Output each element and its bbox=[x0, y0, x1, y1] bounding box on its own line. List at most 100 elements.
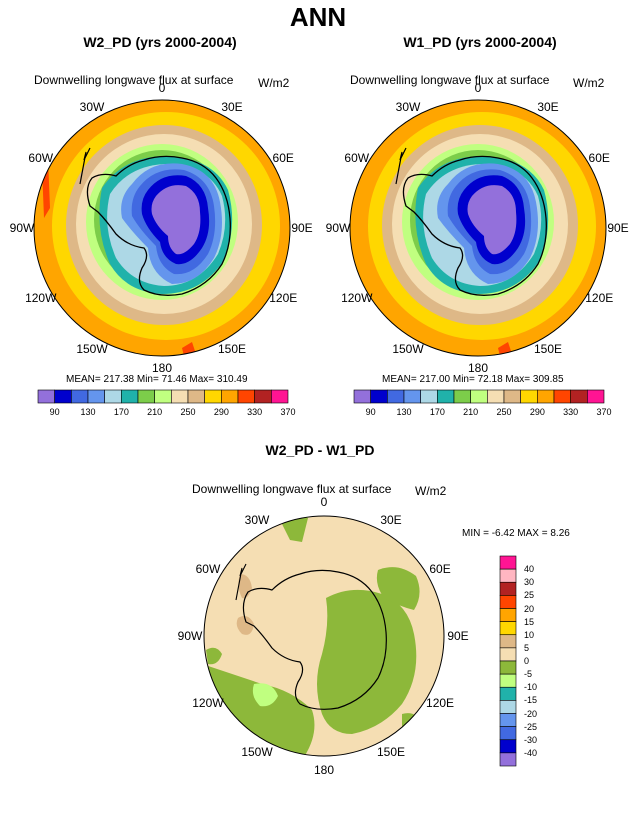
diff-colorbar-box bbox=[499, 700, 517, 714]
left-colorbar-box bbox=[271, 389, 289, 404]
right-colorbar-box bbox=[553, 389, 571, 404]
left-lon-label: 60W bbox=[28, 151, 54, 165]
right-colorbar-label: 250 bbox=[496, 407, 512, 417]
diff-colorbar-label: 10 bbox=[524, 629, 535, 640]
left-lon-label: 90E bbox=[291, 221, 313, 235]
diff-colorbar-label: -20 bbox=[524, 708, 538, 719]
left-colorbar-box bbox=[204, 389, 222, 404]
diff-colorbar bbox=[499, 555, 517, 767]
diff-colorbar-box bbox=[499, 673, 517, 688]
right-colorbar-box bbox=[387, 389, 405, 404]
diff-colorbar-label: 25 bbox=[524, 590, 535, 601]
left-lon-label: 30W bbox=[79, 99, 105, 114]
right-colorbar-box bbox=[353, 389, 371, 404]
left-lon-label: 150E bbox=[217, 342, 247, 357]
right-colorbar-box bbox=[470, 389, 488, 404]
diff-colorbar-box bbox=[499, 752, 517, 767]
right-colorbar-box bbox=[487, 389, 505, 404]
right-lon-label: 180 bbox=[467, 361, 489, 375]
left-lon-label: 0 bbox=[158, 81, 166, 95]
left-units-label: W/m2 bbox=[258, 76, 290, 90]
diff-lon-label: 120E bbox=[426, 696, 455, 710]
right-lon-label: 90E bbox=[607, 221, 629, 235]
left-colorbar bbox=[37, 389, 289, 404]
left-polar-map bbox=[33, 99, 291, 357]
left-colorbar-box bbox=[254, 389, 272, 404]
right-panel-title: W1_PD (yrs 2000-2004) bbox=[403, 34, 557, 50]
right-lon-label: 120E bbox=[585, 291, 614, 305]
left-colorbar-box bbox=[221, 389, 239, 404]
diff-colorbar-box bbox=[499, 608, 517, 622]
right-colorbar-label: 210 bbox=[463, 407, 479, 417]
left-lon-label: 90W bbox=[9, 221, 35, 235]
diff-colorbar-label: 40 bbox=[524, 564, 535, 575]
right-units-label: W/m2 bbox=[573, 76, 605, 90]
left-colorbar-label: 170 bbox=[113, 407, 129, 417]
diff-colorbar-label: -30 bbox=[524, 734, 538, 745]
right-lon-label: 60W bbox=[344, 151, 370, 165]
left-colorbar-box bbox=[104, 389, 122, 404]
left-lon-label: 180 bbox=[151, 361, 173, 375]
diff-colorbar-box bbox=[499, 568, 517, 583]
diff-colorbar-label: 20 bbox=[524, 603, 535, 614]
diff-polar-map bbox=[203, 515, 445, 757]
right-colorbar-box bbox=[503, 389, 521, 404]
right-lon-label: 30E bbox=[537, 99, 559, 114]
diff-colorbar-label: 30 bbox=[524, 577, 535, 588]
left-colorbar-box bbox=[121, 389, 139, 404]
left-colorbar-label: 370 bbox=[280, 407, 296, 417]
diff-colorbar-box bbox=[499, 713, 517, 727]
left-colorbar-label: 130 bbox=[80, 407, 96, 417]
diff-colorbar-label: -10 bbox=[524, 682, 538, 693]
right-colorbar-label: 290 bbox=[529, 407, 545, 417]
diff-lon-label: 90W bbox=[177, 629, 203, 643]
right-colorbar-box bbox=[570, 389, 588, 404]
diff-lon-label: 30W bbox=[244, 512, 270, 527]
diff-colorbar-label: -40 bbox=[524, 747, 538, 758]
right-colorbar-label: 90 bbox=[365, 407, 376, 417]
left-colorbar-box bbox=[137, 389, 155, 404]
diff-colorbar-box bbox=[499, 726, 517, 741]
right-lon-label: 30W bbox=[395, 99, 421, 114]
diff-units-label: W/m2 bbox=[415, 484, 447, 498]
diff-minmax: MIN = -6.42 MAX = 8.26 bbox=[462, 528, 570, 539]
diff-colorbar-box bbox=[499, 686, 517, 701]
right-colorbar bbox=[353, 389, 605, 404]
right-colorbar-box bbox=[587, 389, 605, 404]
right-lon-label: 120W bbox=[341, 291, 373, 305]
diff-variable-label: Downwelling longwave flux at surface bbox=[192, 482, 392, 496]
left-colorbar-label: 210 bbox=[147, 407, 163, 417]
left-variable-label: Downwelling longwave flux at surface bbox=[34, 73, 234, 87]
right-stats: MEAN= 217.00 Min= 72.18 Max= 309.85 bbox=[382, 374, 564, 385]
right-colorbar-box bbox=[520, 389, 538, 404]
diff-lon-label: 0 bbox=[320, 495, 328, 509]
right-colorbar-box bbox=[370, 389, 388, 404]
figure-title: ANN bbox=[289, 2, 347, 32]
diff-lon-label: 180 bbox=[313, 763, 335, 777]
diff-lon-label: 150E bbox=[376, 745, 406, 760]
right-colorbar-box bbox=[453, 389, 471, 404]
left-lon-label: 60E bbox=[272, 151, 294, 165]
right-colorbar-box bbox=[537, 389, 555, 404]
right-colorbar-box bbox=[403, 389, 421, 404]
left-lon-label: 30E bbox=[221, 99, 243, 114]
diff-lon-label: 60E bbox=[429, 562, 451, 576]
diff-colorbar-box bbox=[499, 647, 517, 662]
diff-colorbar-label: 0 bbox=[524, 656, 530, 666]
diff-colorbar-box bbox=[499, 660, 517, 675]
diff-lon-label: 120W bbox=[192, 696, 224, 710]
right-colorbar-label: 170 bbox=[429, 407, 445, 417]
diff-panel-title: W2_PD - W1_PD bbox=[265, 442, 375, 458]
right-colorbar-box bbox=[437, 389, 455, 404]
diff-colorbar-label: 5 bbox=[524, 642, 530, 653]
diff-colorbar-box bbox=[499, 595, 517, 609]
right-lon-label: 90W bbox=[325, 221, 351, 235]
left-colorbar-label: 290 bbox=[213, 407, 229, 417]
diff-lon-label: 90E bbox=[447, 629, 469, 643]
right-polar-map bbox=[349, 99, 607, 357]
diff-colorbar-box bbox=[499, 581, 517, 596]
diff-colorbar-labels: 40 30 25 20 15 10 5 0 -5 -10 -15 -20 -25 -30 -40 bbox=[524, 556, 554, 826]
right-colorbar-label: 130 bbox=[396, 407, 412, 417]
left-colorbar-label: 330 bbox=[247, 407, 263, 417]
left-colorbar-box bbox=[87, 389, 105, 404]
